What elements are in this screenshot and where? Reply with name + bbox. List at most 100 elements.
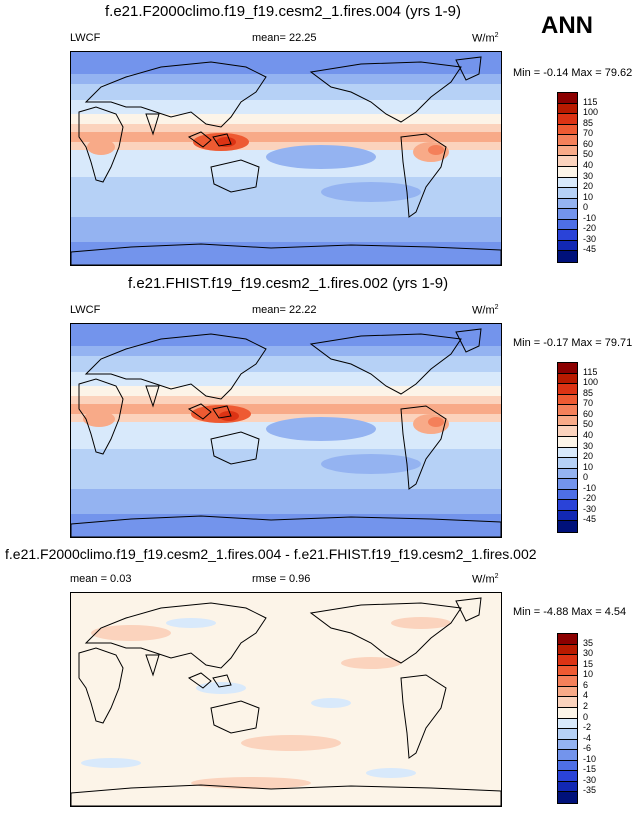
coastline: [400, 133, 447, 218]
field-anomaly: [341, 657, 401, 669]
colorbar-tick-label: -10: [583, 482, 597, 493]
field-band: [71, 414, 501, 422]
colorbar-swatch: [558, 188, 577, 199]
field-anomaly: [391, 617, 451, 629]
colorbar-swatch: [558, 135, 577, 146]
colorbar-tick-label: 85: [583, 117, 594, 128]
field-band: [71, 489, 501, 514]
field-anomaly: [321, 182, 421, 202]
coastline: [145, 113, 160, 136]
panel1-units-label: W/m2: [472, 32, 499, 45]
field-anomaly: [321, 454, 421, 474]
colorbar-swatch: [558, 468, 577, 480]
panel3-colorbar-ticks: 35 30 15 10 6 4 2 0 -2 -4 -6 -10 -15 -30 -35: [583, 633, 623, 802]
colorbar-swatch: [558, 219, 577, 231]
coastline: [187, 403, 212, 420]
colorbar-swatch: [558, 697, 577, 708]
colorbar-swatch: [558, 156, 577, 167]
field-band: [71, 52, 501, 74]
panel2-minmax-label: Min = -0.17 Max = 79.71: [513, 337, 633, 349]
coastline: [210, 700, 260, 734]
field-anomaly: [191, 777, 311, 789]
colorbar-swatch: [558, 447, 577, 459]
panel3-minmax-label: Min = -4.88 Max = 4.54: [513, 606, 627, 618]
colorbar-swatch: [558, 750, 577, 761]
coastline: [78, 106, 124, 183]
coastline: [455, 56, 482, 81]
colorbar-swatch: [558, 384, 577, 395]
colorbar-tick-label: 100: [583, 377, 599, 388]
colorbar-swatch: [558, 676, 577, 687]
coastline: [145, 385, 160, 408]
colorbar-tick-label: 30: [583, 170, 594, 181]
colorbar-tick-label: -30: [583, 233, 597, 244]
colorbar-swatch: [558, 792, 577, 803]
colorbar-swatch: [558, 177, 577, 189]
field-anomaly: [101, 462, 181, 486]
colorbar-swatch: [558, 166, 577, 178]
coastline: [210, 431, 260, 465]
field-band: [71, 142, 501, 150]
colorbar-swatch: [558, 240, 577, 252]
colorbar-tick-label: 70: [583, 128, 594, 139]
panel2-mean-label: mean= 22.22: [252, 304, 317, 316]
field-band: [71, 386, 501, 396]
colorbar-tick-label: 10: [583, 461, 594, 472]
colorbar-swatch: [558, 781, 577, 793]
colorbar-swatch: [558, 251, 577, 262]
colorbar-tick-label: 10: [583, 669, 594, 680]
colorbar-swatch: [558, 665, 577, 677]
colorbar-tick-label: 60: [583, 138, 594, 149]
colorbar-swatch: [558, 394, 577, 406]
colorbar-tick-label: -35: [583, 785, 597, 796]
panel1-colorbar: [557, 92, 578, 263]
colorbar-swatch: [558, 739, 577, 751]
colorbar-tick-label: -20: [583, 493, 597, 504]
colorbar-tick-label: 4: [583, 690, 589, 701]
panel2-units-label: W/m2: [472, 304, 499, 317]
colorbar-tick-label: 100: [583, 107, 599, 118]
colorbar-swatch: [558, 655, 577, 666]
field-anomaly: [101, 190, 181, 214]
coastline: [309, 333, 462, 395]
field-anomaly: [241, 735, 341, 751]
coastline: [400, 405, 447, 490]
colorbar-tick-label: -45: [583, 514, 597, 525]
colorbar-swatch: [558, 634, 577, 645]
colorbar-tick-label: -30: [583, 774, 597, 785]
colorbar-tick-label: 10: [583, 191, 594, 202]
colorbar-tick-label: 20: [583, 451, 594, 462]
coastline: [84, 602, 267, 669]
panel1-variable-label: LWCF: [70, 32, 101, 44]
colorbar-swatch: [558, 405, 577, 416]
coastline: [78, 378, 124, 455]
colorbar-tick-label: -15: [583, 764, 597, 775]
colorbar-tick-label: -20: [583, 223, 597, 234]
panel2-map: [70, 323, 502, 538]
field-band: [71, 124, 501, 132]
colorbar-swatch: [558, 436, 577, 448]
colorbar-tick-label: -45: [583, 244, 597, 255]
colorbar-tick-label: -30: [583, 503, 597, 514]
panel1-map: [70, 51, 502, 266]
panel2-colorbar-ticks: 115 100 85 70 60 50 40 30 20 10 0 -10 -20 -30 -45: [583, 362, 623, 531]
colorbar-swatch: [558, 114, 577, 125]
field-band: [71, 84, 501, 100]
colorbar-swatch: [558, 771, 577, 782]
colorbar-swatch: [558, 198, 577, 210]
field-band: [71, 372, 501, 386]
coastline: [187, 131, 212, 148]
field-band: [71, 324, 501, 346]
field-band: [71, 74, 501, 84]
coastline: [71, 784, 501, 806]
panel2-map-canvas: [71, 324, 501, 537]
panel3-units-label: W/m2: [472, 573, 499, 586]
coastline: [212, 133, 232, 147]
colorbar-swatch: [558, 500, 577, 511]
field-anomaly: [266, 417, 376, 441]
colorbar-swatch: [558, 93, 577, 104]
field-anomaly: [83, 411, 115, 427]
field-anomaly: [91, 625, 171, 641]
colorbar-tick-label: -10: [583, 753, 597, 764]
colorbar-tick-label: 60: [583, 408, 594, 419]
